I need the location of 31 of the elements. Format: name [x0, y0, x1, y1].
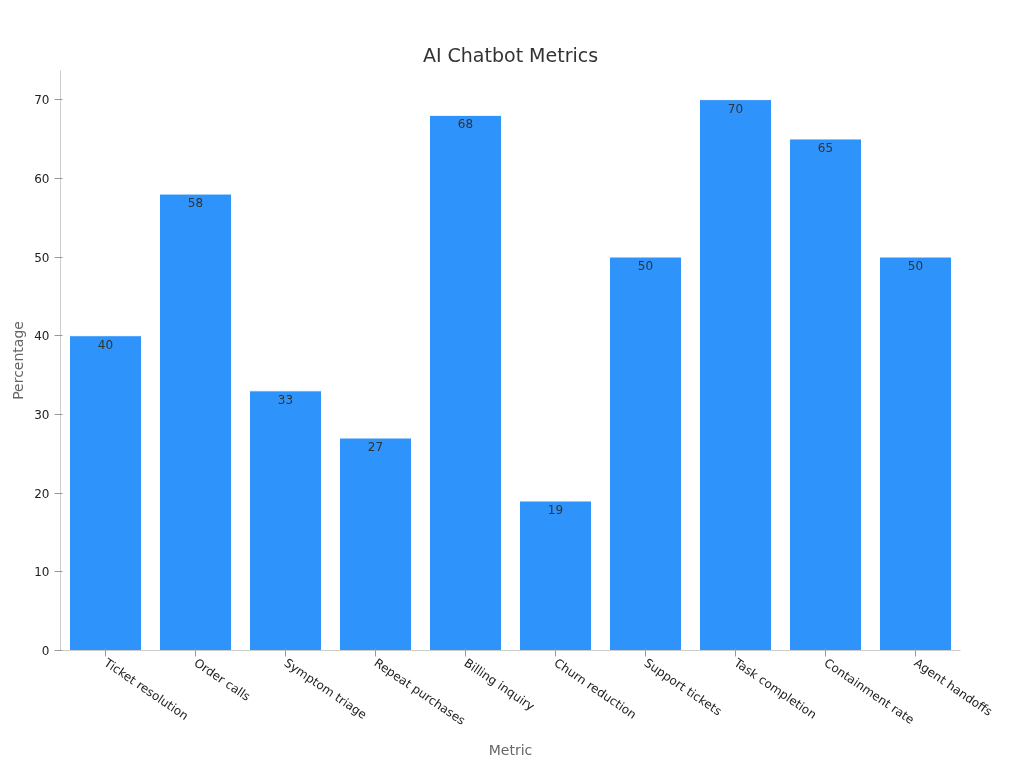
bar	[699, 99, 772, 651]
data-label: 19	[547, 502, 564, 517]
y-tick-label: 40	[34, 329, 50, 344]
bar	[159, 193, 232, 651]
y-tick-label: 0	[41, 644, 50, 658]
data-label: 50	[907, 259, 924, 274]
chart-title: AI Chatbot Metrics	[422, 43, 599, 66]
data-label: 58	[187, 196, 204, 211]
data-label: 40	[97, 337, 114, 352]
bar	[789, 138, 862, 651]
y-tick-label: 20	[34, 486, 50, 501]
y-tick-label: 50	[34, 250, 50, 265]
bar	[69, 335, 142, 651]
bar	[609, 256, 682, 651]
y-tick-label: 10	[34, 565, 50, 580]
y-axis-title: Percentage	[10, 321, 27, 400]
data-label: 27	[367, 440, 384, 455]
y-tick-label: 30	[34, 407, 50, 422]
data-label: 33	[277, 392, 294, 407]
bar	[339, 437, 412, 651]
x-axis-title: Metric	[488, 741, 533, 758]
data-label: 50	[637, 259, 654, 274]
bar	[519, 500, 592, 651]
bar	[249, 390, 322, 651]
y-tick-label: 70	[34, 93, 50, 108]
data-label: 65	[817, 140, 834, 155]
y-tick-label: 60	[34, 171, 50, 186]
bar	[429, 114, 502, 651]
data-label: 68	[457, 117, 474, 132]
bar	[879, 256, 952, 651]
data-label: 70	[727, 101, 744, 116]
